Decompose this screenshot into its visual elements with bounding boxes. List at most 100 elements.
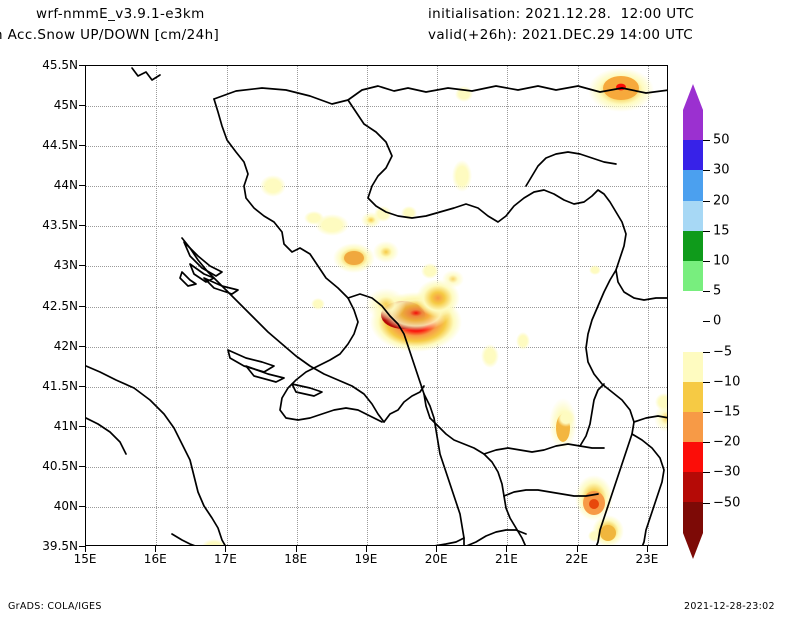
- lon-tick-label: 20E: [424, 552, 448, 566]
- lat-tick-mark: [79, 505, 85, 507]
- lat-tick-label: 42.5N: [42, 298, 78, 313]
- field-title: n Acc.Snow UP/DOWN [cm/24h]: [0, 27, 220, 43]
- colorbar-band: [683, 110, 703, 141]
- colorbar-bottom-arrow: [683, 532, 703, 559]
- lat-tick-label: 43N: [53, 258, 78, 273]
- lon-tick-label: 16E: [143, 552, 167, 566]
- gridline-lon: [156, 66, 158, 545]
- colorbar-tick-mark: [703, 502, 710, 504]
- lat-tick-label: 40.5N: [42, 458, 78, 473]
- lon-tick-mark: [506, 546, 508, 552]
- model-title: wrf-nmmE_v3.9.1-e3km: [36, 6, 205, 22]
- map-plot-area: [85, 65, 668, 546]
- colorbar-tick-mark: [703, 261, 710, 262]
- lat-tick-label: 44.5N: [42, 138, 78, 153]
- lat-tick-label: 41N: [53, 418, 78, 433]
- lon-tick-label: 19E: [354, 552, 378, 566]
- gridline-lat: [86, 506, 667, 508]
- lat-tick-mark: [79, 425, 85, 427]
- colorbar-tick-label: 5: [713, 283, 722, 299]
- lon-tick-label: 17E: [214, 552, 237, 566]
- gridline-lat: [86, 386, 667, 388]
- lat-tick-mark: [79, 65, 85, 66]
- gridline-lat: [86, 266, 667, 268]
- colorbar-band: [683, 321, 703, 352]
- colorbar-band: [683, 140, 703, 171]
- colorbar-band: [683, 291, 703, 322]
- colorbar-band: [683, 472, 703, 503]
- colorbar-tick-mark: [703, 321, 710, 323]
- colorbar-tick-label: −30: [713, 464, 741, 480]
- colorbar-top-arrow: [683, 84, 703, 110]
- colorbar-tick-mark: [703, 140, 710, 142]
- gridline-lat: [86, 226, 667, 228]
- gridline-lon: [647, 66, 649, 545]
- lon-tick-mark: [365, 546, 367, 552]
- gridline-lat: [86, 106, 667, 108]
- lon-tick-mark: [85, 546, 86, 552]
- gridline-lon: [296, 66, 298, 545]
- lat-tick-label: 40N: [53, 498, 78, 513]
- lon-tick-label: 22E: [565, 552, 589, 566]
- lat-tick-label: 44N: [53, 178, 78, 193]
- lat-tick-label: 39.5N: [42, 539, 78, 553]
- colorbar-tick-mark: [703, 291, 710, 293]
- colorbar-band: [683, 170, 703, 201]
- lat-tick-mark: [79, 265, 85, 267]
- lat-tick-mark: [79, 465, 85, 467]
- colorbar-tick-label: 20: [713, 193, 730, 209]
- gridline-lon: [577, 66, 579, 545]
- initialisation-time: initialisation: 2021.12.28. 12:00 UTC: [428, 6, 695, 22]
- footer-timestamp: 2021-12-28-23:02: [684, 601, 775, 612]
- colorbar-band: [683, 260, 703, 292]
- footer-credit: GrADS: COLA/IGES: [8, 601, 102, 612]
- colorbar-band: [683, 502, 703, 533]
- lon-tick-mark: [225, 546, 227, 552]
- gridline-lon: [226, 66, 228, 545]
- colorbar-tick-mark: [703, 200, 710, 202]
- colorbar-band: [683, 200, 703, 231]
- lon-tick-label: 15E: [73, 552, 97, 566]
- lat-tick-mark: [79, 345, 85, 347]
- coastline-border-layer: [86, 67, 667, 545]
- lat-tick-mark: [79, 145, 85, 147]
- colorbar-tick-label: −20: [713, 434, 741, 450]
- colorbar-tick-label: −50: [713, 495, 741, 511]
- lat-tick-mark: [79, 225, 85, 227]
- lon-tick-mark: [576, 546, 578, 552]
- colorbar-tick-mark: [703, 442, 710, 444]
- colorbar-tick-label: 30: [713, 162, 730, 178]
- lat-tick-label: 41.5N: [42, 378, 78, 393]
- colorbar-tick-label: 15: [713, 223, 730, 239]
- gridline-lat: [86, 426, 667, 428]
- gridline-lat: [86, 186, 667, 188]
- colorbar-band: [683, 351, 703, 382]
- colorbar-tick-label: −5: [713, 344, 733, 360]
- lat-tick-label: 43.5N: [42, 218, 78, 233]
- lon-tick-mark: [646, 546, 648, 552]
- lat-tick-mark: [79, 546, 85, 547]
- gridline-lon: [507, 66, 509, 545]
- lon-tick-mark: [295, 546, 297, 552]
- colorbar: [683, 110, 703, 533]
- colorbar-band: [683, 442, 703, 473]
- lat-tick-label: 45N: [53, 98, 78, 113]
- colorbar-band: [683, 411, 703, 443]
- lat-tick-mark: [79, 105, 85, 107]
- colorbar-band: [683, 230, 703, 261]
- lon-tick-label: 18E: [284, 552, 308, 566]
- colorbar-tick-label: −10: [713, 374, 741, 390]
- colorbar-tick-label: 50: [713, 132, 730, 148]
- gridline-lat: [86, 466, 667, 468]
- colorbar-tick-mark: [703, 230, 710, 232]
- lat-tick-mark: [79, 385, 85, 387]
- lon-tick-label: 23E: [635, 552, 659, 566]
- snowfall-shading-layer: [202, 68, 667, 545]
- lat-tick-mark: [79, 305, 85, 307]
- gridline-lat: [86, 346, 667, 348]
- colorbar-tick-mark: [703, 351, 710, 353]
- gridline-lat: [86, 146, 667, 148]
- colorbar-tick-mark: [703, 170, 710, 172]
- colorbar-band: [683, 381, 703, 412]
- colorbar-tick-mark: [703, 412, 710, 413]
